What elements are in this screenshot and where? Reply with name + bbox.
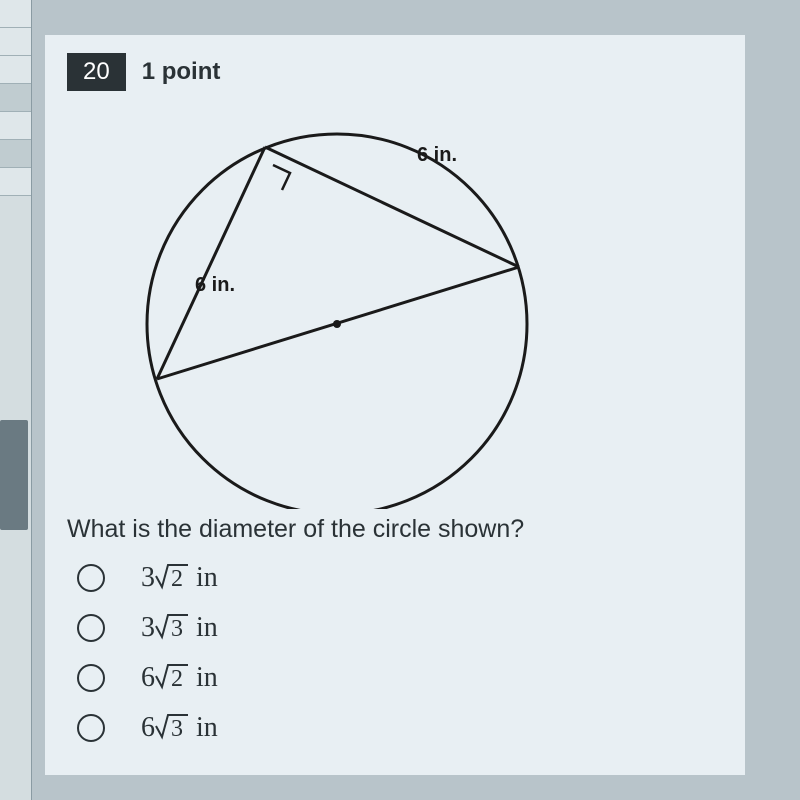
question-panel: 20 1 point 6 in. 6 in. What is the diame… [45,35,745,775]
points-label: 1 point [142,58,221,86]
option-d[interactable]: 63 in [77,712,723,744]
svg-text:3: 3 [171,716,183,740]
radio-icon [77,664,105,692]
sqrt-icon: 2 [155,562,189,590]
sqrt-icon: 3 [155,712,189,740]
svg-text:2: 2 [171,666,183,690]
option-c[interactable]: 62 in [77,662,723,694]
option-coef: 3 [141,612,155,643]
svg-text:2: 2 [171,566,183,590]
option-d-text: 63 in [141,712,218,744]
option-a[interactable]: 32 in [77,562,723,594]
thumbnail-sidebar [0,0,32,800]
label-side-right: 6 in. [417,144,457,166]
right-angle-marker [273,165,290,190]
sqrt-icon: 3 [155,612,189,640]
question-header: 20 1 point [67,53,723,91]
option-unit: in [196,612,218,643]
option-coef: 6 [141,712,155,743]
option-b[interactable]: 33 in [77,612,723,644]
option-unit: in [196,562,218,593]
radio-icon [77,614,105,642]
sidebar-cell [0,56,31,84]
sidebar-cell [0,112,31,140]
option-coef: 6 [141,662,155,693]
svg-text:3: 3 [171,616,183,640]
sidebar-cell [0,168,31,196]
option-b-text: 33 in [141,612,218,644]
option-unit: in [196,662,218,693]
sidebar-cell [0,140,31,168]
sidebar-scrollbar[interactable] [0,420,28,530]
sqrt-icon: 2 [155,662,189,690]
question-number-badge: 20 [67,53,126,91]
answer-options: 32 in 33 in 62 in 63 in [77,562,723,744]
question-text: What is the diameter of the circle shown… [67,515,723,544]
option-coef: 3 [141,562,155,593]
option-c-text: 62 in [141,662,218,694]
sidebar-cell [0,0,31,28]
option-unit: in [196,712,218,743]
side-top-right [265,147,519,267]
radio-icon [77,564,105,592]
label-side-left: 6 in. [195,274,235,296]
option-a-text: 32 in [141,562,218,594]
center-dot [333,320,341,328]
geometry-diagram: 6 in. 6 in. [117,99,557,509]
sidebar-cell [0,84,31,112]
sidebar-cell [0,28,31,56]
radio-icon [77,714,105,742]
